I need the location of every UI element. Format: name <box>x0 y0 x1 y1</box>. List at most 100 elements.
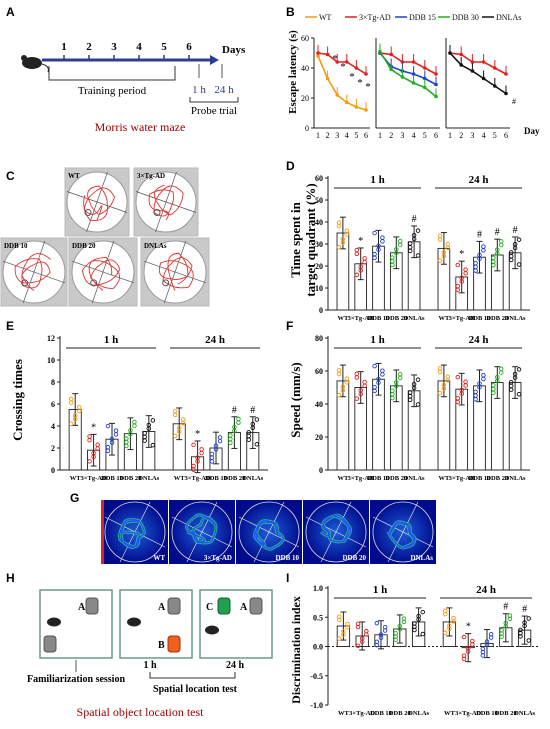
category-label: DDB 10 <box>370 710 392 717</box>
caption-h: Spatial object location test <box>77 705 205 719</box>
obj-b: B <box>158 640 165 651</box>
quadrant-line <box>155 171 177 233</box>
data-dot <box>380 239 385 244</box>
data-dot <box>455 399 461 405</box>
data-dot <box>113 428 119 433</box>
data-dot <box>236 420 241 425</box>
quadrant-line <box>91 240 115 304</box>
day-tick-label: 5 <box>161 41 167 53</box>
data-dot <box>209 459 215 464</box>
data-dot <box>397 371 403 377</box>
data-dot <box>411 236 417 242</box>
day-tick-label: 6 <box>186 41 192 53</box>
data-point-b <box>504 91 508 96</box>
data-dot <box>128 431 133 437</box>
data-dot <box>124 443 129 449</box>
data-point-b <box>470 69 475 73</box>
panel-letter-e: E <box>6 319 14 333</box>
maze-label: DDB 10 <box>4 242 28 250</box>
data-dot <box>441 386 447 391</box>
category-label: DDB 20 <box>486 315 508 322</box>
data-dot <box>390 395 395 401</box>
category-label: DNLAs <box>404 475 425 482</box>
data-dot <box>87 459 92 464</box>
data-dot <box>470 642 475 647</box>
significance-mark: * <box>466 622 471 633</box>
data-dot <box>150 418 156 423</box>
data-dot <box>355 624 361 630</box>
series-line-4 <box>449 52 507 95</box>
category-label: WT <box>337 475 349 482</box>
x-tick-label-b: 3 <box>470 131 474 140</box>
y-tick-label-b: 60 <box>301 34 309 43</box>
maze-label: WT <box>68 172 80 180</box>
x-tick-label-b: 2 <box>459 131 463 140</box>
significance-mark: # <box>250 405 255 416</box>
data-dot <box>87 437 92 443</box>
data-point-b <box>345 60 349 64</box>
data-dot <box>412 627 417 633</box>
category-label: DNLAs <box>242 475 263 482</box>
data-dot <box>415 377 421 382</box>
significance-star: * <box>365 81 371 93</box>
data-dot <box>372 363 377 369</box>
heatmaps: WT 3×Tg-AD DDB 10 DDB 20 DNLAs <box>101 500 436 564</box>
data-point-b <box>335 60 340 64</box>
y-tick-label: 6 <box>51 400 55 409</box>
data-dot <box>443 630 448 636</box>
group-label: 1 h <box>373 584 387 596</box>
data-point-b <box>434 72 438 76</box>
data-dot <box>180 420 186 426</box>
category-label: DDB 20 <box>486 475 508 482</box>
group-label: 1 h <box>370 174 384 186</box>
data-dot <box>374 620 380 626</box>
data-point-b <box>400 75 405 79</box>
panel-letter-a: A <box>6 5 15 19</box>
data-dot <box>451 619 456 624</box>
data-dot <box>491 263 496 268</box>
panel-letter-g: G <box>70 491 79 505</box>
group-label: 24 h <box>469 174 489 186</box>
data-dot <box>461 634 467 640</box>
data-dot <box>481 244 486 249</box>
data-dot <box>463 379 468 384</box>
data-dot <box>495 378 500 384</box>
category-label: 3×Tg-AD <box>449 475 475 482</box>
data-dot <box>397 626 403 632</box>
data-dot <box>445 374 451 379</box>
data-dot <box>394 250 399 256</box>
data-dot <box>362 379 367 385</box>
y-tick-label: 10 <box>47 356 55 365</box>
category-label: DNLAs <box>514 710 535 717</box>
probe-24h: 24 h <box>214 84 234 96</box>
significance-star: * <box>357 77 363 89</box>
data-dot <box>344 380 350 385</box>
data-dot <box>91 454 96 460</box>
group-label: 24 h <box>469 334 489 346</box>
data-point-b <box>335 93 340 97</box>
spatial-label: Spatial location test <box>153 684 238 695</box>
data-dot <box>499 634 504 640</box>
data-point-b <box>481 60 486 64</box>
arena-familiar <box>39 589 113 659</box>
data-dot <box>113 432 119 437</box>
heatmap-pool <box>305 501 367 563</box>
data-dot <box>516 237 522 242</box>
data-dot <box>445 241 451 247</box>
data-dot <box>372 255 377 261</box>
data-dot <box>355 643 361 649</box>
data-dot <box>516 367 522 372</box>
y-tick-label: 0.0 <box>313 643 323 652</box>
obj-a-3: A <box>240 602 248 613</box>
data-dot <box>336 245 342 250</box>
y-tick-label: 10 <box>315 284 323 293</box>
heatmap-label: DDB 20 <box>342 554 366 562</box>
data-dot <box>172 409 178 414</box>
data-dot <box>481 248 486 253</box>
data-dot <box>354 371 360 377</box>
training-label: Training period <box>78 85 147 97</box>
category-label: WT <box>338 710 350 717</box>
